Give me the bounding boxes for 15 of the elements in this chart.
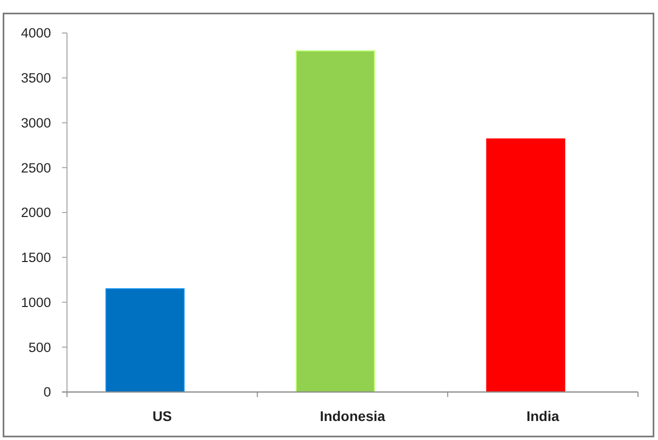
bar <box>106 288 185 392</box>
x-tick-label: US <box>152 408 172 424</box>
y-tick-label: 0 <box>43 384 51 400</box>
y-tick-label: 500 <box>28 340 51 355</box>
x-tick-label: Indonesia <box>320 408 386 424</box>
x-tick-label: India <box>526 408 560 424</box>
y-tick-label: 3000 <box>20 115 51 130</box>
y-tick-label: 1500 <box>20 250 51 266</box>
y-tick-label: 2500 <box>20 160 51 176</box>
y-tick-label: 4000 <box>20 26 51 41</box>
y-tick-label: 2000 <box>20 205 51 220</box>
bar <box>486 138 566 392</box>
y-tick-label: 3500 <box>20 70 51 86</box>
bar <box>296 50 375 392</box>
y-tick-label: 1000 <box>20 294 51 310</box>
